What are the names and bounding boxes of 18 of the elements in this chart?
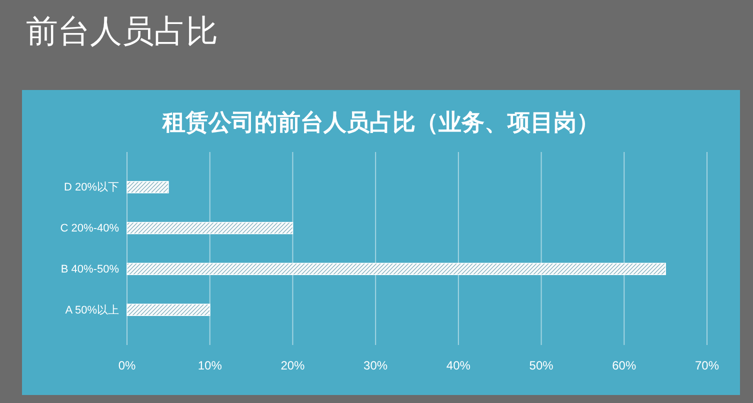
x-tick-label: 0% [118,358,136,373]
x-tick-label: 60% [612,358,636,373]
bar [126,222,294,234]
x-tick-label: 10% [198,358,222,373]
bar [126,262,666,276]
x-tick-label: 20% [280,358,306,373]
x-tick-label: 50% [529,358,554,373]
bar [126,304,210,316]
chart-subtitle: 租赁公司的前台人员占比（业务、项目岗） [162,110,600,136]
bar [126,181,169,194]
x-tick-label: 70% [694,358,720,373]
x-tick-label: 30% [364,358,388,373]
x-tick-label: 40% [446,358,471,373]
chart-title: 前台人员占比 [26,12,218,50]
y-tick-label: C 20%-40% [60,222,120,235]
y-tick-label: D 20%以下 [64,180,119,194]
y-tick-label: A 50%以上 [65,303,119,316]
y-tick-label: B 40%-50% [60,263,120,276]
